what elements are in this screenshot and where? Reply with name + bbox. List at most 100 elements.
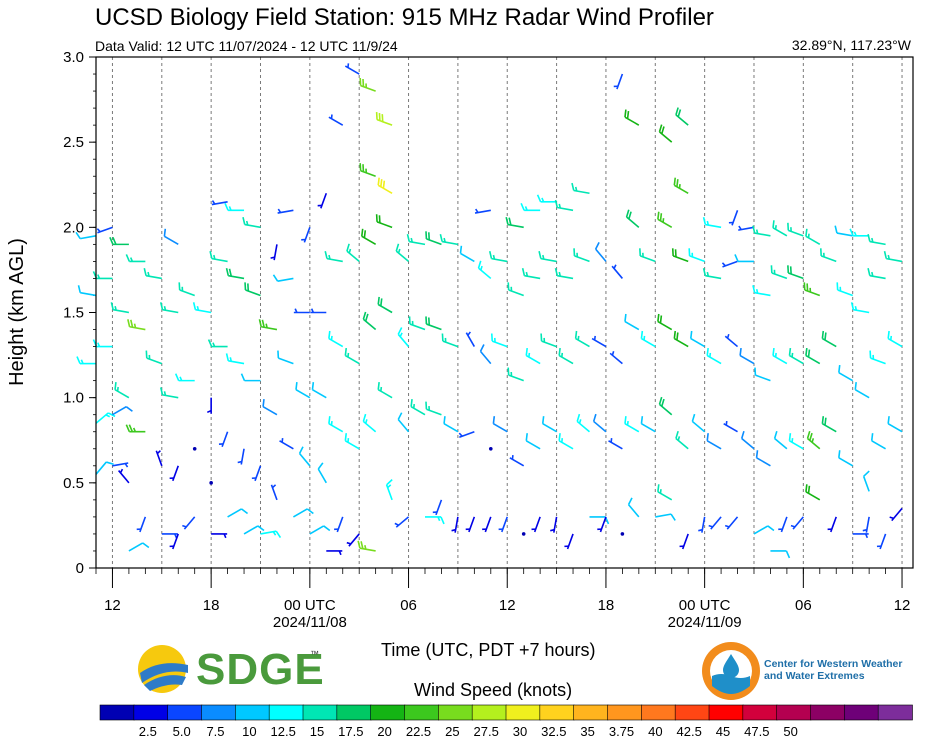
wind-barb	[458, 430, 475, 438]
wind-barb	[227, 508, 249, 518]
wind-barb	[334, 516, 344, 533]
wind-barb	[521, 268, 541, 280]
wind-barb	[754, 367, 771, 382]
wind-barb	[95, 412, 116, 424]
wind-barb	[385, 479, 393, 501]
wind-barb	[870, 433, 886, 450]
wind-barb	[310, 308, 327, 314]
x-tick-date: 2024/11/09	[668, 614, 742, 631]
wind-barb	[159, 387, 179, 399]
wind-barb	[778, 516, 788, 533]
wind-barb	[397, 327, 410, 348]
colorbar-tick-label: 50	[783, 724, 797, 739]
colorbar-swatch	[607, 704, 643, 721]
wind-barb	[490, 333, 508, 348]
wind-barb	[673, 330, 689, 348]
colorbar-tick-label: 35	[580, 724, 594, 739]
wind-barb	[609, 351, 623, 365]
wind-barb	[293, 308, 310, 314]
wind-barb	[787, 265, 804, 280]
wind-barb	[639, 248, 656, 263]
wind-barb	[772, 347, 788, 365]
wind-barb	[755, 450, 771, 467]
plot-frame	[95, 56, 914, 569]
wind-barb	[723, 420, 738, 433]
colorbar-swatch	[99, 704, 135, 721]
wind-barb	[597, 516, 607, 533]
wind-barb	[520, 202, 541, 212]
wind-barb	[114, 382, 130, 399]
wind-barb	[573, 248, 590, 263]
wind-barb	[465, 331, 476, 347]
wind-barb	[357, 540, 376, 552]
colorbar-tick-label: 22.5	[406, 724, 431, 739]
wind-barb	[673, 177, 689, 194]
wind-barb	[724, 516, 739, 530]
wind-barb	[360, 228, 377, 246]
wind-barb	[394, 516, 410, 528]
colorbar-swatch	[539, 704, 575, 721]
wind-barb	[328, 114, 344, 126]
wind-barb	[854, 382, 870, 399]
water-drop-icon	[702, 642, 760, 700]
wind-barb	[788, 347, 804, 365]
wind-barb	[574, 330, 590, 348]
wind-barb	[658, 124, 673, 143]
wind-barb	[708, 516, 722, 530]
wind-barb	[611, 264, 624, 279]
wind-barb	[772, 220, 788, 237]
wind-barb	[169, 465, 180, 482]
wind-barb	[207, 339, 228, 348]
wind-barb	[838, 364, 854, 382]
wind-barb	[375, 214, 393, 229]
wind-barb	[867, 268, 886, 280]
wind-barb	[592, 413, 607, 433]
colorbar-tick-label: 32.5	[541, 724, 566, 739]
wind-barb	[127, 319, 146, 331]
wind-barb	[128, 542, 150, 552]
wind-barb	[277, 350, 294, 365]
wind-barb	[96, 226, 113, 234]
wind-barb	[262, 399, 278, 416]
wind-barb	[770, 550, 791, 559]
wind-barb	[243, 525, 265, 535]
wind-barb	[538, 251, 557, 263]
wind-barb	[787, 222, 804, 237]
wind-barb	[474, 208, 491, 214]
wind-barb	[441, 333, 459, 348]
wind-barb	[359, 163, 376, 177]
colorbar-tick-label: 7.5	[206, 724, 224, 739]
wind-barb	[424, 516, 445, 525]
colorbar-label: Wind Speed (knots)	[414, 680, 573, 700]
y-tick-label: 2.5	[63, 134, 84, 151]
calm-marker	[209, 481, 213, 485]
wind-barb	[240, 373, 261, 382]
colorbar-swatch	[877, 704, 913, 721]
wind-barb	[740, 430, 755, 450]
wind-barb	[432, 499, 443, 516]
wind-barb	[118, 468, 130, 484]
colorbar-tick-label: 10	[242, 724, 256, 739]
wind-barb	[377, 177, 393, 194]
wind-barb	[698, 516, 706, 533]
wind-barb	[827, 516, 837, 533]
wind-barb	[531, 516, 541, 533]
wind-barb	[270, 484, 278, 501]
colorbar-tick-label: 20	[377, 724, 391, 739]
wind-barb	[155, 450, 163, 467]
wind-barb	[112, 462, 129, 468]
colorbar-swatch	[438, 704, 473, 721]
wind-barb	[702, 268, 722, 280]
colorbar-swatch	[133, 704, 169, 721]
wind-barb	[688, 248, 705, 263]
wind-barb	[624, 313, 640, 331]
colorbar-swatch	[336, 704, 372, 721]
y-tick-label: 1.5	[63, 305, 84, 322]
wind-barb	[272, 274, 294, 282]
wind-barb	[270, 244, 278, 261]
wind-barb	[459, 245, 475, 263]
wind-barb	[821, 416, 837, 433]
colorbar-swatch	[742, 704, 778, 721]
wind-barb	[482, 516, 492, 533]
